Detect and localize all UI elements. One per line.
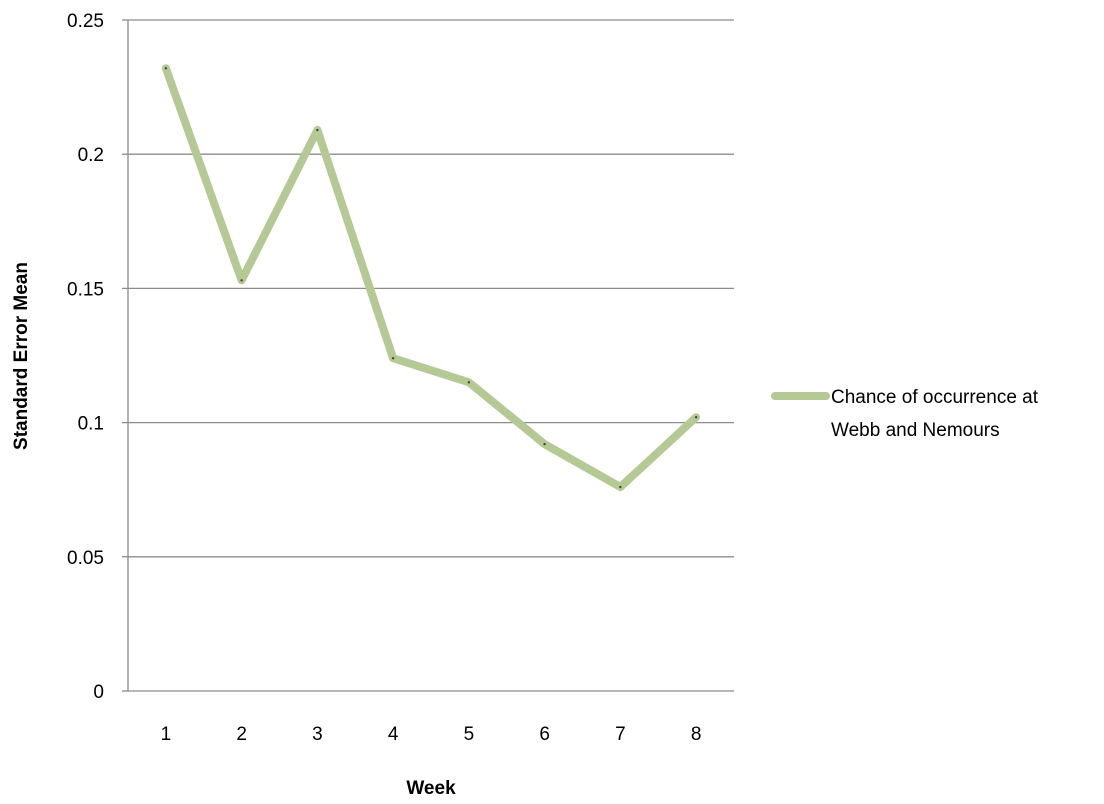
- legend-label-line-1: Chance of occurrence at: [831, 387, 1039, 408]
- legend: Chance of occurrence at Webb and Nemours: [771, 387, 1039, 441]
- x-tick-label: 5: [464, 724, 475, 745]
- y-axis-title: Standard Error Mean: [11, 262, 32, 450]
- data-points: [164, 67, 698, 489]
- data-point: [467, 381, 471, 384]
- x-tick-label: 7: [615, 724, 626, 745]
- data-point: [543, 442, 546, 446]
- data-point: [391, 356, 395, 360]
- y-tick-label: 0: [93, 682, 104, 703]
- x-tick-labels: 1 2 3 4 5 6 7 8: [161, 724, 702, 745]
- y-tick-label: 0.1: [78, 414, 104, 435]
- x-tick-label: 8: [691, 724, 702, 745]
- y-tick-label: 0.2: [78, 145, 104, 166]
- x-tick-label: 2: [236, 724, 247, 745]
- series-lines: [161, 64, 701, 491]
- gridlines: [128, 19, 734, 558]
- data-point: [316, 128, 319, 132]
- series-line: [161, 64, 701, 491]
- y-tick-labels: 0 0.05 0.1 0.15 0.2 0.25: [67, 11, 104, 703]
- x-tick-label: 3: [312, 724, 323, 745]
- data-point: [240, 279, 243, 282]
- y-tick-label: 0.15: [67, 279, 104, 300]
- x-tick-label: 4: [388, 724, 399, 745]
- data-point: [694, 416, 698, 419]
- data-point: [619, 485, 622, 489]
- y-tick-label: 0.05: [67, 548, 104, 569]
- x-tick-label: 6: [539, 724, 550, 745]
- data-point: [164, 67, 168, 70]
- x-tick-label: 1: [161, 724, 172, 745]
- x-axis-title: Week: [406, 778, 456, 799]
- y-tick-label: 0.25: [67, 11, 104, 32]
- axes: [122, 19, 734, 692]
- legend-label-line-2: Webb and Nemours: [831, 420, 1000, 441]
